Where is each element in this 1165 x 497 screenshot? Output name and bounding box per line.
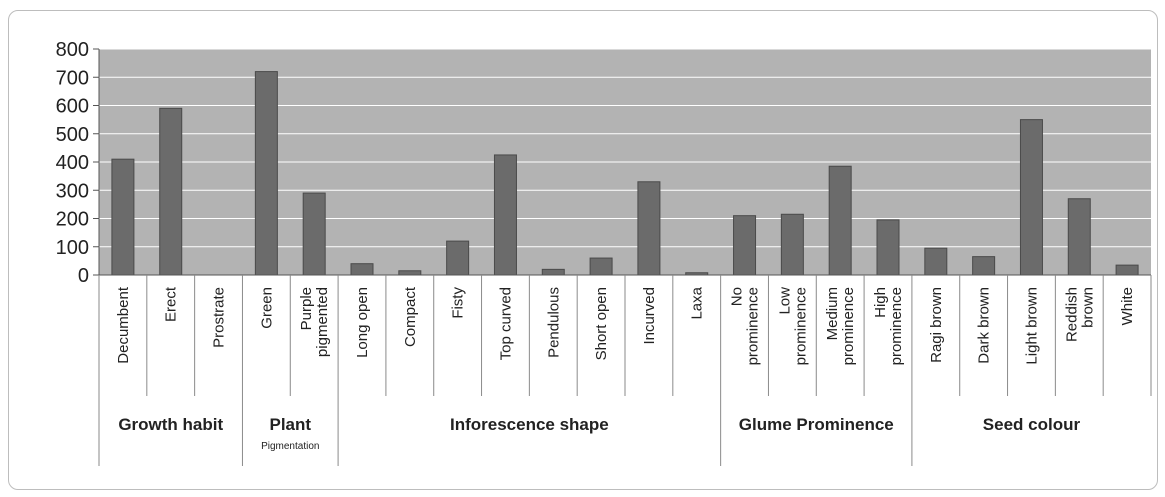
category-label: prominence	[792, 287, 809, 365]
category-label: Top curved	[497, 287, 514, 360]
y-axis-ticks: 0 100 200 300 400 500 600 700 800	[56, 39, 99, 287]
category-label: Low	[776, 287, 793, 315]
bar	[493, 154, 517, 276]
category-label: Fisty	[450, 287, 467, 319]
bar	[1019, 119, 1043, 276]
category-label: Prostrate	[211, 287, 228, 348]
bar	[446, 240, 470, 276]
y-tick-label: 400	[56, 152, 89, 174]
category-labels: Decumbent Erect Prostrate Green Purple pigmen…	[98, 275, 1152, 396]
group-label: Glume Prominence	[739, 415, 894, 434]
y-tick-label: 100	[56, 237, 89, 259]
category-label: High	[872, 287, 889, 318]
bar	[828, 165, 852, 276]
category-label: Purple	[298, 287, 315, 330]
category-label: Long open	[354, 287, 371, 358]
bar-chart: 0 100 200 300 400 500 600 700 800 Decumbent Erect…	[56, 39, 1152, 466]
category-label: Erect	[163, 286, 180, 322]
bar	[876, 219, 900, 276]
bar	[589, 257, 613, 276]
category-label: Incurved	[641, 287, 658, 345]
category-label: Decumbent	[115, 286, 132, 364]
category-label: pigmented	[314, 287, 331, 357]
category-label: Light brown	[1023, 287, 1040, 365]
bar	[159, 107, 183, 276]
bar	[398, 270, 422, 276]
bar	[541, 268, 565, 276]
category-label: Compact	[402, 286, 419, 347]
bar	[350, 263, 374, 276]
category-label: prominence	[888, 287, 905, 365]
category-label: prominence	[840, 287, 857, 365]
y-tick-label: 700	[56, 67, 89, 89]
bar	[924, 247, 948, 276]
category-label: Medium	[824, 287, 841, 340]
y-tick-label: 500	[56, 124, 89, 146]
category-label: Dark brown	[976, 287, 993, 364]
category-label: prominence	[745, 287, 762, 365]
bar	[780, 213, 804, 276]
group-label: Plant	[269, 415, 311, 434]
category-label: Pendulous	[545, 287, 562, 358]
category-label: brown	[1079, 287, 1096, 328]
y-tick-label: 300	[56, 180, 89, 202]
bar	[972, 256, 996, 276]
category-label: White	[1119, 287, 1136, 325]
y-tick-label: 200	[56, 209, 89, 231]
bar	[1115, 264, 1139, 276]
category-label: Reddish	[1063, 287, 1080, 342]
bar	[733, 215, 757, 276]
y-tick-label: 800	[56, 39, 89, 61]
group-sublabel: Pigmentation	[261, 441, 319, 452]
bar	[1067, 198, 1091, 276]
y-tick-label: 0	[78, 265, 89, 287]
y-tick-label: 600	[56, 96, 89, 118]
group-label: Seed colour	[983, 415, 1081, 434]
category-label: Short open	[593, 287, 610, 360]
category-label: Ragi brown	[928, 287, 945, 363]
bar	[254, 71, 278, 276]
bar	[111, 158, 135, 276]
group-label: Growth habit	[118, 415, 223, 434]
category-label: No	[729, 287, 746, 306]
bar	[302, 192, 326, 276]
chart-frame: 0 100 200 300 400 500 600 700 800 Decumbent Erect…	[8, 10, 1158, 490]
group-label: Inforescence shape	[450, 415, 609, 434]
bar	[637, 181, 661, 276]
group-labels: Growth habit Plant Pigmentation Inforescenc…	[98, 396, 1081, 466]
category-label: Laxa	[689, 286, 706, 319]
category-label: Green	[258, 287, 275, 329]
